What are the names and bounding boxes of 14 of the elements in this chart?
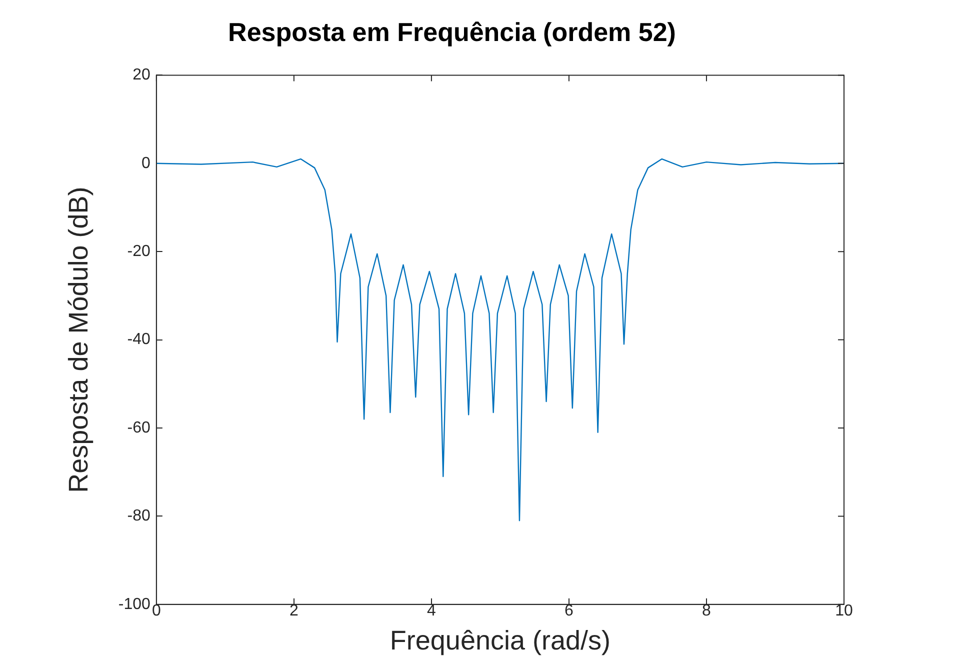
y-tick-label: -80	[127, 508, 151, 525]
y-tick-label: -100	[118, 596, 151, 613]
y-tick-label: 0	[142, 154, 151, 172]
y-tick-label: -60	[127, 419, 151, 436]
x-tick-label: 6	[564, 602, 574, 620]
x-axis-title: Frequência (rad/s)	[390, 625, 611, 656]
chart-title: Resposta em Frequência (ordem 52)	[228, 16, 676, 47]
y-tick-label: -20	[127, 243, 151, 260]
x-tick-label: 4	[427, 602, 436, 620]
x-tick-label: 10	[835, 602, 853, 620]
x-tick-label: 8	[702, 602, 712, 620]
y-tick-label: 20	[132, 66, 151, 84]
y-axis-title: Resposta de Módulo (dB)	[64, 186, 94, 493]
y-tick-label: -40	[127, 331, 151, 348]
